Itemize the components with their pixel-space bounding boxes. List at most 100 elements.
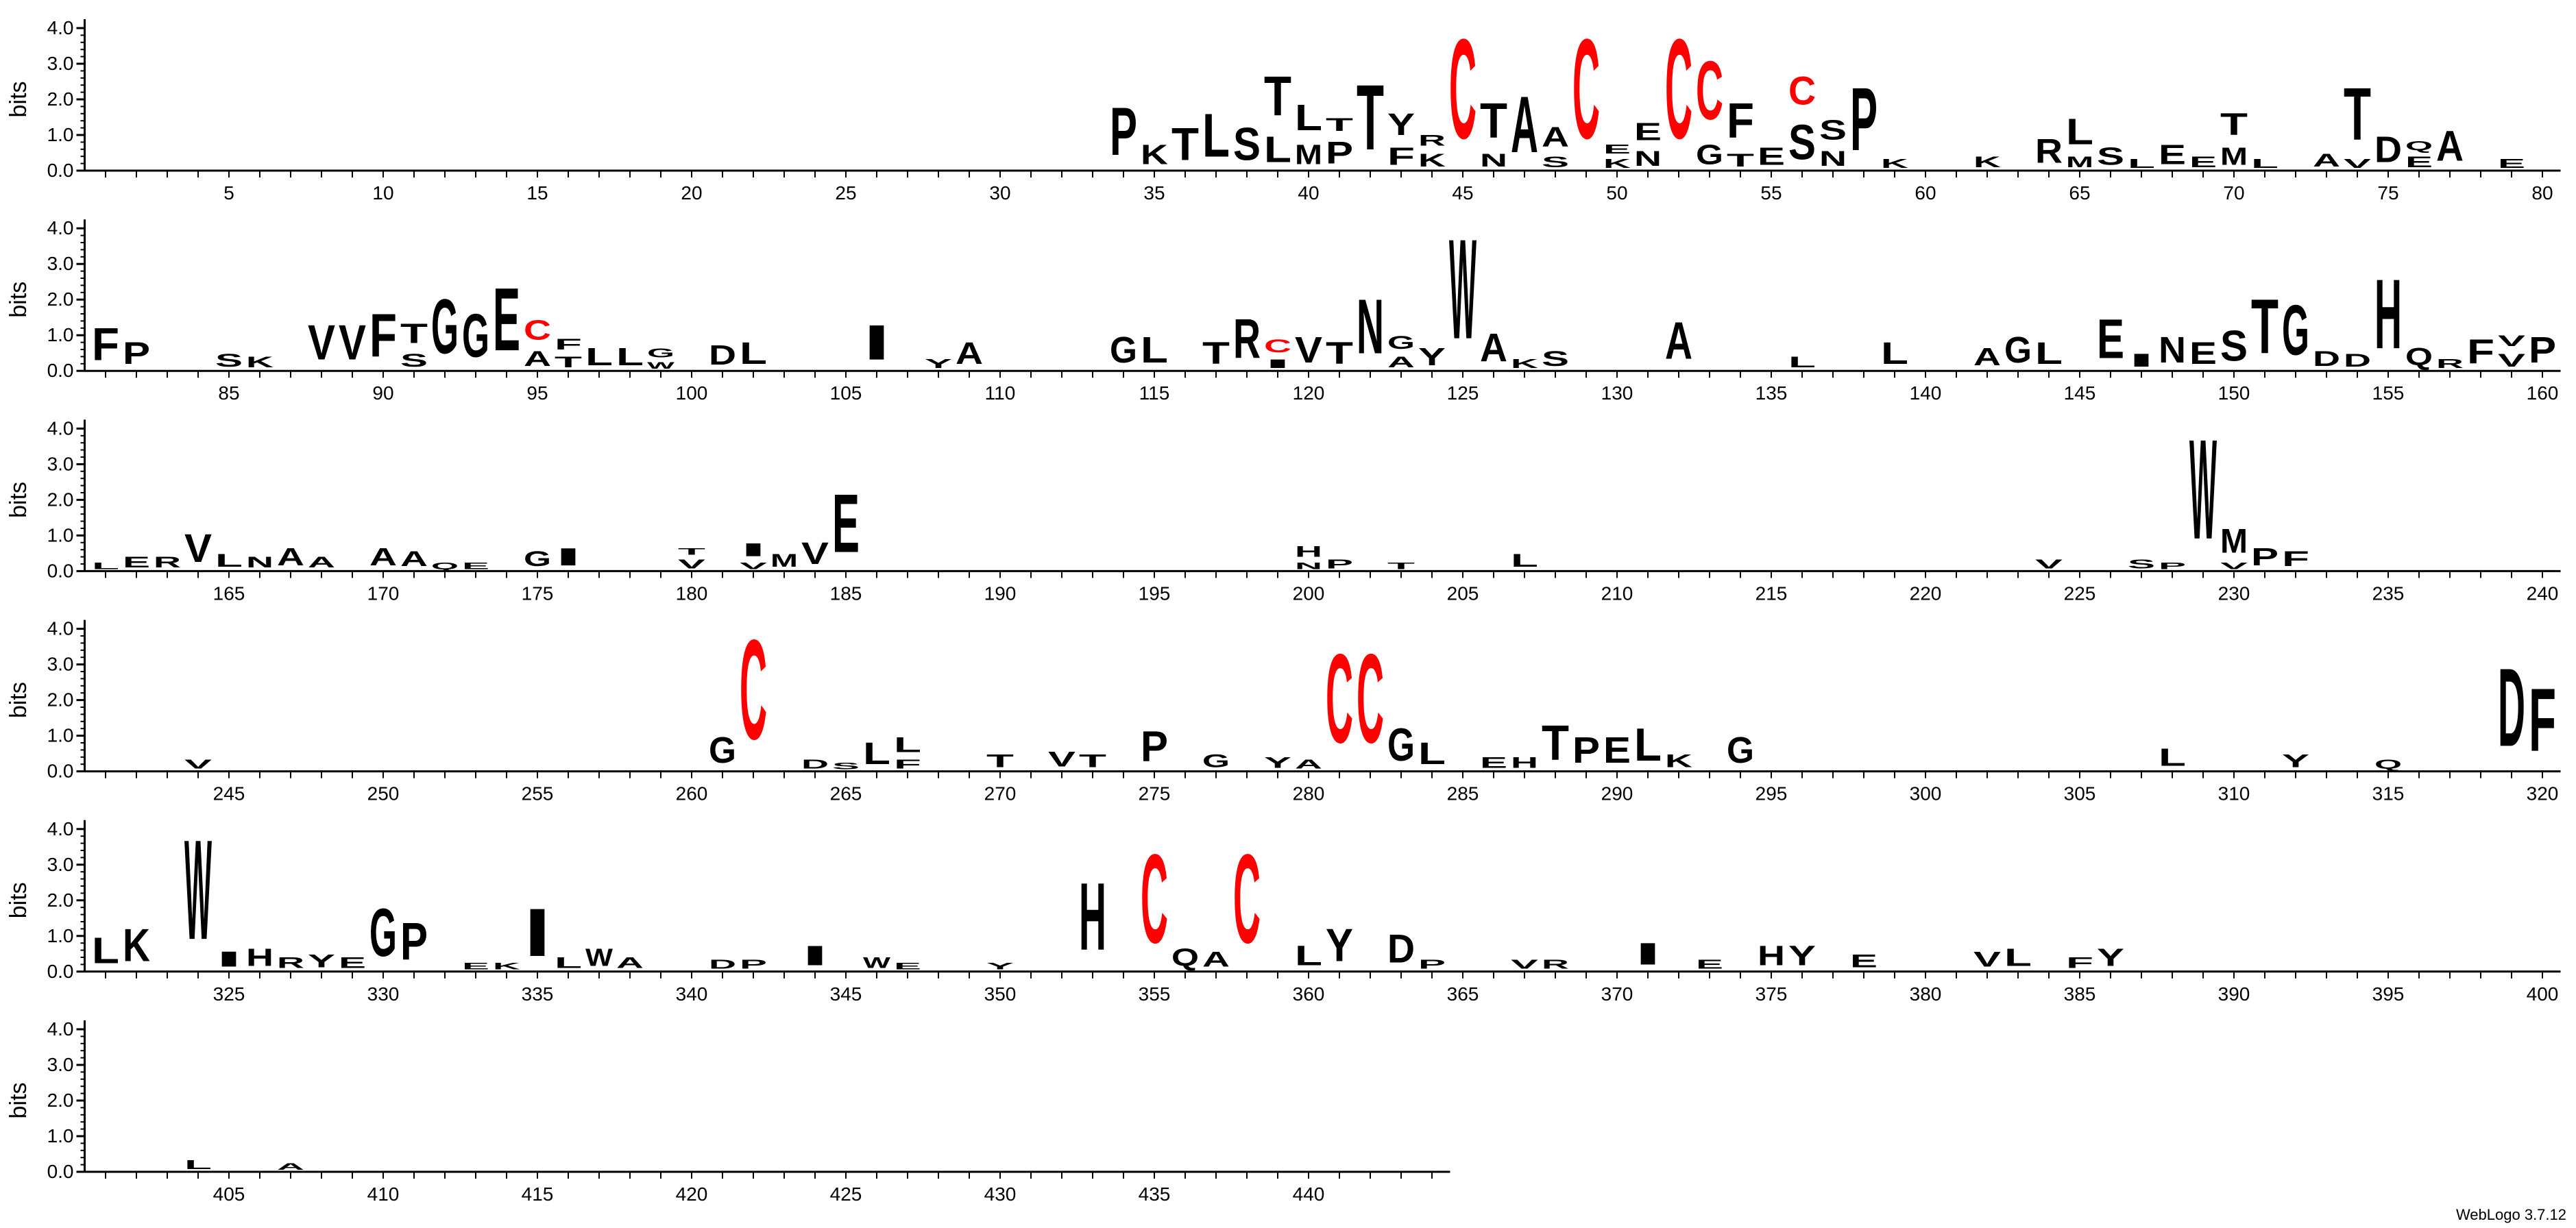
x-tick-label: 385 <box>2064 983 2096 1005</box>
logo-letter-K: K <box>1881 157 1908 171</box>
logo-letter-A: A <box>1295 757 1322 771</box>
logo-letter-K: K <box>1603 157 1631 171</box>
logo-letter-L: L <box>2159 744 2186 771</box>
x-tick-label: 370 <box>1601 983 1633 1005</box>
logo-letter-T: T <box>2251 283 2279 370</box>
x-tick-label: 325 <box>213 983 245 1005</box>
x-tick-label: 65 <box>2069 182 2090 204</box>
logo-letter-V: V <box>2498 332 2525 349</box>
logo-letter-L: L <box>2066 111 2093 152</box>
logo-letter-E: E <box>2189 336 2217 371</box>
x-tick-label: 335 <box>522 983 554 1005</box>
x-tick-label: 235 <box>2372 582 2405 604</box>
logo-letter-P: P <box>1326 136 1353 171</box>
logo-letter-L: L <box>1788 354 1816 371</box>
logo-letter-K: K <box>493 961 520 971</box>
logo-letter-D: D <box>2344 350 2371 371</box>
logo-letter-H: H <box>1295 543 1322 560</box>
logo-letter-G: G <box>2004 330 2032 371</box>
logo-letter-G: G <box>524 547 551 572</box>
x-tick-label: 355 <box>1139 983 1171 1005</box>
logo-letter-C: C <box>1696 45 1723 138</box>
logo-letter-E: E <box>1850 950 1878 971</box>
y-axis-label: bits <box>5 682 32 718</box>
logo-letter-T: T <box>1480 93 1507 149</box>
logo-letter-Q: Q <box>2405 343 2433 371</box>
logo-letter-A: A <box>369 543 397 571</box>
x-tick-label: 150 <box>2218 382 2250 404</box>
logo-letter-A: A <box>616 954 644 971</box>
x-tick-label: 35 <box>1143 182 1165 204</box>
logo-letter-C: C <box>1449 10 1477 169</box>
logo-letter-L: L <box>863 736 890 771</box>
logo-letter-L: L <box>740 336 767 371</box>
x-tick-label: 415 <box>522 1183 554 1205</box>
logo-letter-L: L <box>555 955 582 972</box>
y-tick-label: 3.0 <box>47 1054 74 1075</box>
logo-letter-R: R <box>2436 357 2464 371</box>
logo-letter-K: K <box>123 920 150 972</box>
logo-letter-T: T <box>1079 750 1107 771</box>
logo-letter-C: C <box>740 611 767 770</box>
y-tick-label: 3.0 <box>47 654 74 675</box>
x-tick-label: 125 <box>1447 382 1479 404</box>
logo-letter-F: F <box>369 301 397 370</box>
y-tick-label: 4.0 <box>47 17 74 38</box>
logo-letter-R: R <box>154 554 181 571</box>
x-tick-label: 255 <box>522 783 554 805</box>
x-tick-label: 300 <box>1910 783 1942 805</box>
x-tick-label: 210 <box>1601 582 1633 604</box>
x-tick-label: 50 <box>1606 182 1627 204</box>
x-tick-label: 275 <box>1139 783 1171 805</box>
logo-letter-E: E <box>123 554 150 571</box>
logo-letter-C: C <box>1264 336 1291 357</box>
logo-letter-L: L <box>1295 940 1322 971</box>
x-tick-label: 380 <box>1910 983 1942 1005</box>
x-tick-label: 175 <box>522 582 554 604</box>
x-tick-label: 80 <box>2531 182 2553 204</box>
x-tick-label: 30 <box>989 182 1010 204</box>
logo-letter-V: V <box>678 557 706 571</box>
logo-letter-L: L <box>184 1158 212 1172</box>
logo-letter-T: T <box>1727 149 1755 170</box>
logo-letter-E: E <box>339 954 366 971</box>
logo-letter-I: I <box>2128 349 2155 370</box>
logo-letter-L: L <box>1511 550 1538 571</box>
x-tick-label: 440 <box>1293 1183 1325 1205</box>
logo-letter-E: E <box>2097 308 2124 371</box>
logo-letter-M: M <box>2220 523 2248 561</box>
logo-letter-H: H <box>2374 260 2402 370</box>
logo-letter-K: K <box>1141 140 1168 171</box>
x-tick-label: 140 <box>1910 382 1942 404</box>
x-tick-label: 160 <box>2527 382 2559 404</box>
logo-letter-S: S <box>1788 115 1816 171</box>
logo-letter-S: S <box>832 761 860 772</box>
logo-letter-T: T <box>555 354 582 371</box>
x-tick-label: 250 <box>367 783 400 805</box>
logo-letter-I: I <box>863 315 890 371</box>
x-tick-label: 70 <box>2223 182 2244 204</box>
logo-letter-T: T <box>400 318 428 349</box>
y-tick-label: 4.0 <box>47 217 74 238</box>
x-tick-label: 220 <box>1910 582 1942 604</box>
logo-letter-L: L <box>92 930 119 971</box>
logo-letter-Y: Y <box>1264 754 1291 771</box>
x-tick-label: 180 <box>676 582 708 604</box>
logo-letter-C: C <box>1788 69 1816 114</box>
logo-letter-Y: Y <box>1418 343 1446 371</box>
logo-letter-G: G <box>2282 291 2309 370</box>
logo-letter-P: P <box>1110 95 1137 170</box>
logo-letter-T: T <box>1264 64 1291 127</box>
logo-letter-V: V <box>801 537 829 571</box>
logo-letter-Y: Y <box>308 950 335 971</box>
logo-letter-V: V <box>2035 557 2063 571</box>
logo-letter-T: T <box>2220 107 2248 142</box>
logo-letter-D: D <box>801 757 829 771</box>
logo-letter-A: A <box>1665 312 1692 371</box>
y-tick-label: 1.0 <box>47 925 74 946</box>
logo-letter-S: S <box>1542 153 1569 170</box>
x-tick-label: 60 <box>1915 182 1936 204</box>
logo-letter-P: P <box>400 912 428 971</box>
logo-letter-F: F <box>2282 546 2309 571</box>
